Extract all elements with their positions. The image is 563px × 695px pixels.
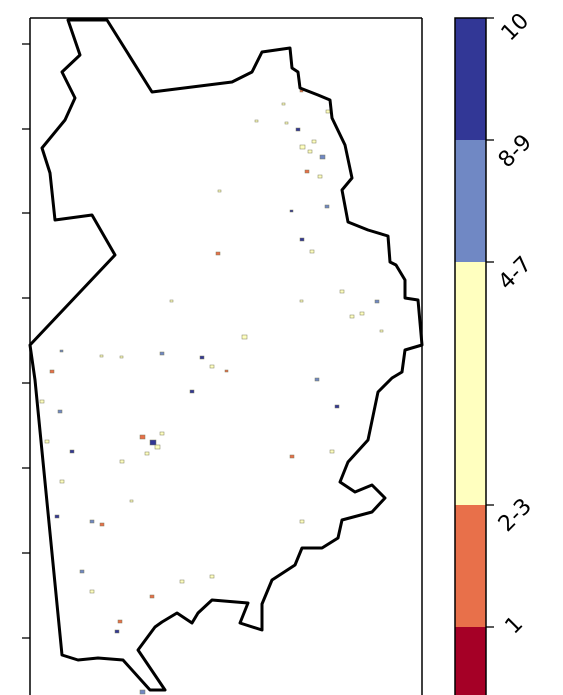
map-patch (209, 574, 215, 579)
colorbar-segment (455, 627, 486, 695)
map-patch (325, 109, 331, 114)
colorbar-segment (455, 505, 486, 627)
map-patch (99, 354, 104, 358)
map-patch (317, 174, 323, 179)
map-patch (359, 311, 365, 316)
map-patch (129, 499, 134, 503)
map-patch (114, 629, 120, 634)
map-patch (254, 119, 259, 123)
map-patch (339, 289, 345, 294)
colorbar-label-8-9: 8-9 (494, 130, 537, 173)
map-patch (159, 431, 165, 436)
map-patch (299, 299, 304, 303)
map-patch (304, 169, 310, 174)
map-patch (309, 249, 315, 254)
map-patch (139, 434, 146, 440)
map-patch (209, 364, 215, 369)
map-patch (284, 121, 289, 125)
map-patch (215, 251, 221, 256)
map-patch (144, 451, 150, 456)
colorbar-ticks (486, 17, 494, 628)
colorbar-label-4-7: 4-7 (494, 252, 537, 295)
map-patch (117, 619, 123, 624)
map-patch (169, 299, 174, 303)
map-patch (49, 369, 55, 374)
map-patch (99, 522, 105, 527)
map-patch (217, 189, 222, 193)
map-patch (149, 594, 155, 599)
map-patch (324, 204, 330, 209)
map-patch (241, 334, 248, 340)
map-patch (44, 439, 50, 444)
map-patch (289, 209, 294, 213)
map-patch (89, 519, 95, 524)
colorbar-segment (455, 262, 486, 505)
map-patch (154, 444, 161, 450)
colorbar-label-1: 1 (501, 612, 529, 640)
colorbar-label-2-3: 2-3 (494, 494, 537, 537)
map-patch (179, 579, 185, 584)
map-patch (149, 439, 157, 446)
map-patch (119, 355, 124, 359)
map-axes (22, 17, 423, 695)
map-patch (319, 154, 326, 160)
map-patch (299, 237, 305, 242)
map-patch (199, 355, 205, 360)
map-patch (89, 589, 95, 594)
map-patch (374, 299, 380, 304)
y-axis-ticks (22, 43, 30, 639)
colorbar (454, 17, 487, 695)
map-patches (39, 89, 384, 695)
district-boundary (28, 18, 424, 692)
map-patch (379, 329, 384, 333)
colorbar-segment (455, 18, 486, 140)
map-patch (79, 569, 85, 574)
colorbar-labels: 1 2-3 4-7 8-9 10 (494, 9, 537, 640)
map-patch (139, 689, 146, 695)
map-patch (349, 314, 355, 319)
map-patch (189, 389, 195, 394)
map-patch (39, 399, 45, 404)
map-patch (59, 479, 65, 484)
map-patch (289, 454, 295, 459)
map-patch (314, 377, 320, 382)
map-patch (119, 459, 125, 464)
colorbar-segment (455, 140, 486, 262)
map-patch (307, 149, 313, 154)
map-patch (54, 514, 60, 519)
map-patch (69, 449, 75, 454)
map-patch (281, 102, 286, 106)
colorbar-label-10: 10 (497, 9, 534, 46)
map-patch (299, 519, 305, 524)
map-patch (159, 351, 165, 356)
map-patch (329, 449, 335, 454)
map-patch (224, 369, 229, 373)
map-patch (57, 409, 63, 414)
map-patch (311, 139, 317, 144)
map-patch (299, 144, 306, 150)
map-patch (59, 349, 64, 353)
map-patch (334, 404, 340, 409)
map-patch (295, 127, 301, 132)
